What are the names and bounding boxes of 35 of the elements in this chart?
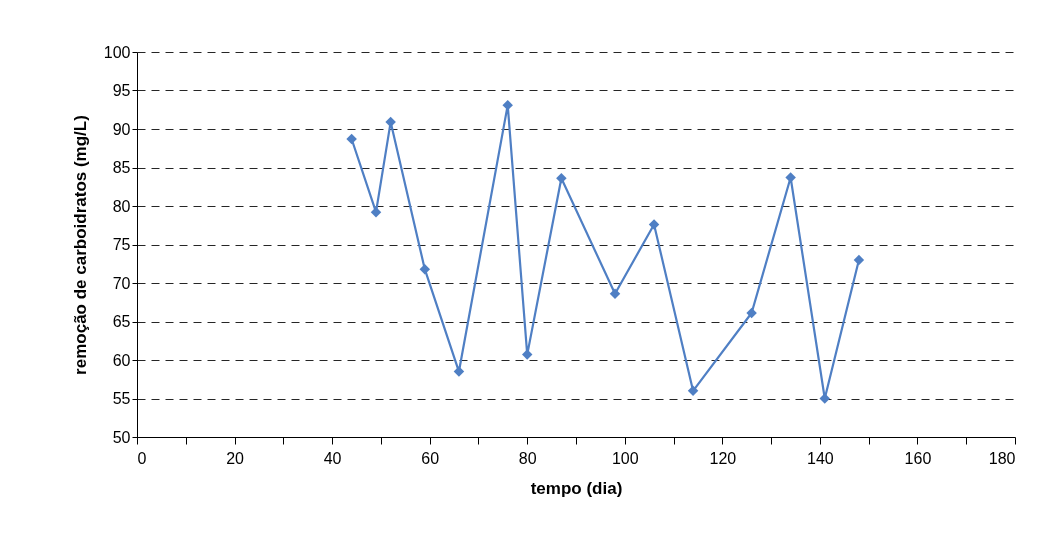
x-tick-label: 40 bbox=[323, 449, 342, 467]
point bbox=[419, 263, 431, 275]
point bbox=[521, 349, 533, 360]
y-tick-label: 90 bbox=[112, 120, 131, 138]
point bbox=[609, 288, 621, 300]
x-tick-label: 100 bbox=[611, 449, 639, 467]
y-tick-label: 100 bbox=[103, 43, 131, 61]
x-tick-label: 180 bbox=[988, 449, 1016, 467]
point bbox=[785, 172, 796, 183]
x-tick-label: 120 bbox=[709, 449, 737, 467]
y-tick-label: 70 bbox=[112, 274, 131, 292]
point bbox=[746, 307, 757, 319]
x-tick-label: 140 bbox=[807, 449, 834, 467]
y-tick-label: 80 bbox=[112, 197, 131, 215]
point bbox=[648, 219, 660, 230]
y-axis-title: remoção de carboidratos (mg/L) bbox=[70, 115, 90, 375]
point bbox=[453, 366, 465, 377]
y-tick-label: 85 bbox=[112, 159, 131, 176]
point bbox=[687, 385, 699, 397]
y-tick-label: 60 bbox=[112, 351, 131, 369]
y-tick-label: 75 bbox=[112, 236, 131, 253]
y-tick-label: 95 bbox=[112, 82, 131, 99]
x-tick-label: 160 bbox=[904, 449, 932, 467]
x-tick-label: 20 bbox=[226, 449, 245, 467]
point bbox=[370, 206, 382, 218]
x-tick-label: 60 bbox=[421, 449, 440, 467]
y-tick-label: 50 bbox=[112, 428, 131, 446]
x-tick-label: 80 bbox=[518, 449, 537, 467]
point bbox=[853, 254, 865, 266]
y-tick-label: 65 bbox=[112, 313, 131, 330]
point bbox=[556, 173, 567, 184]
point bbox=[346, 133, 357, 145]
x-axis-title: tempo (dia) bbox=[530, 478, 623, 498]
y-tick-label: 55 bbox=[112, 390, 131, 407]
x-tick-label: 0 bbox=[137, 449, 147, 467]
